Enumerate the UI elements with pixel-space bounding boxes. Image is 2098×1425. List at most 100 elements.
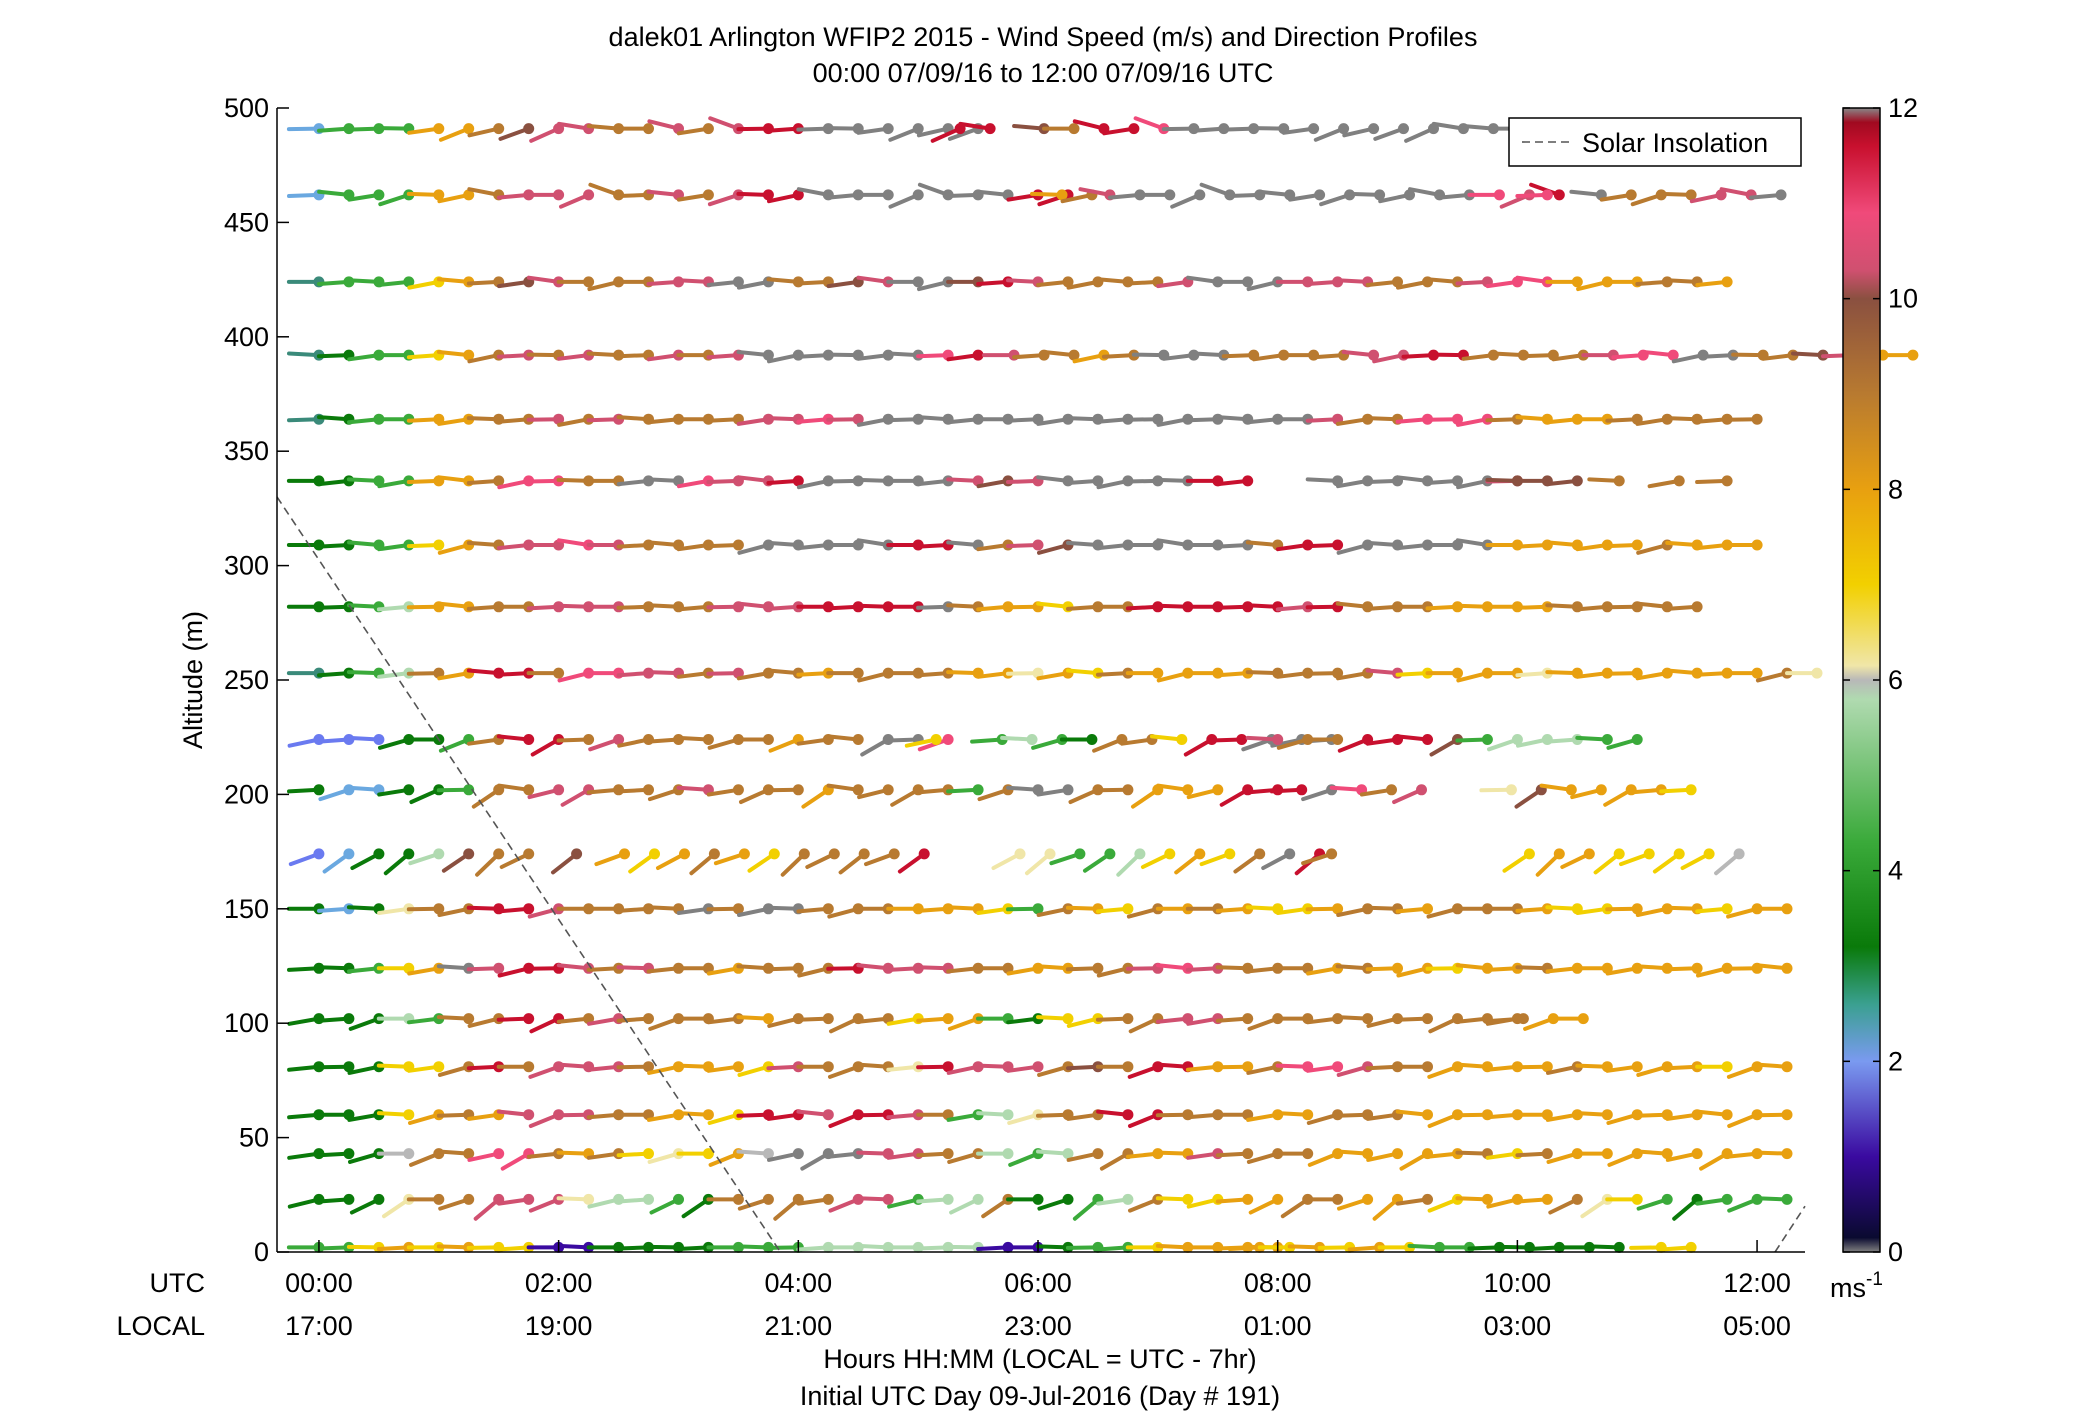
wind-barb-head — [1541, 1148, 1553, 1160]
wind-barb-head — [649, 848, 660, 860]
solar-insolation-segment — [1774, 1205, 1806, 1253]
wind-barb-head — [762, 1148, 774, 1160]
wind-barb-head — [1152, 413, 1164, 425]
wind-barb-head — [1362, 1148, 1374, 1160]
wind-barb-head — [313, 848, 325, 860]
wind-barb-head — [1505, 784, 1517, 796]
wind-barb-head — [1242, 276, 1254, 288]
wind-barb-head — [1164, 189, 1176, 201]
axes-frame — [277, 108, 1805, 1252]
wind-barb-head — [1601, 962, 1613, 974]
wind-barb-head — [762, 734, 774, 745]
wind-barb-head — [1362, 1193, 1374, 1205]
wind-barb-head — [792, 1148, 804, 1160]
y-tick-label: 300 — [224, 551, 269, 581]
wind-barb-head — [1685, 189, 1697, 201]
wind-barb-head — [1517, 1013, 1529, 1025]
wind-barb-head — [738, 848, 750, 860]
wind-barb-head — [1631, 667, 1643, 679]
wind-barb-head — [1631, 1061, 1643, 1073]
wind-barb-head — [373, 848, 385, 860]
wind-barb-head — [403, 1109, 415, 1121]
wind-barb-head — [1422, 1109, 1433, 1121]
wind-barb-head — [523, 848, 535, 860]
wind-barb-head — [1296, 784, 1308, 796]
wind-barb-head — [433, 848, 445, 860]
wind-barb-head — [1661, 1193, 1673, 1205]
wind-barb-head — [1062, 1193, 1074, 1205]
wind-barb-head — [1332, 667, 1344, 679]
wind-barb-head — [403, 784, 415, 796]
wind-barb-head — [1781, 962, 1793, 974]
wind-barb-head — [1122, 903, 1134, 915]
solar-insolation-segment — [276, 496, 782, 1253]
wind-barb-head — [1685, 1241, 1697, 1253]
wind-barb-head — [1302, 962, 1314, 974]
wind-barb-head — [702, 189, 714, 201]
y-tick-label: 0 — [254, 1237, 269, 1267]
wind-barb-head — [1392, 962, 1403, 974]
wind-barb-head — [792, 189, 804, 201]
wind-barb-head — [373, 1193, 385, 1205]
wind-barb-head — [433, 667, 445, 679]
wind-barb-head — [1673, 475, 1685, 487]
wind-barb-head — [732, 276, 744, 288]
wind-barb-head — [1781, 1061, 1793, 1073]
wind-barb-head — [1122, 784, 1134, 796]
x-tick-label-utc: 00:00 — [285, 1268, 353, 1298]
wind-barb-head — [1691, 1148, 1703, 1160]
wind-barb-head — [433, 123, 445, 135]
wind-barb-head — [463, 123, 475, 135]
wind-barb-head — [1571, 1193, 1583, 1205]
wind-barb-head — [1068, 349, 1080, 361]
x-tick-label-utc: 06:00 — [1004, 1268, 1072, 1298]
wind-barb-head — [403, 276, 415, 288]
wind-barb-head — [882, 784, 894, 796]
wind-barb-head — [673, 1193, 684, 1205]
x-axis-label: Hours HH:MM (LOCAL = UTC - 7hr) — [823, 1344, 1256, 1374]
wind-barbs — [286, 116, 1919, 1253]
wind-barb-head — [1751, 413, 1763, 425]
wind-barb-head — [1368, 123, 1380, 135]
wind-barb-head — [1176, 734, 1188, 745]
wind-barb-head — [679, 848, 690, 860]
wind-barb-head — [313, 784, 325, 796]
wind-barb-head — [343, 1109, 355, 1121]
wind-barb-head — [1134, 848, 1146, 860]
wind-barb-head — [732, 539, 744, 551]
wind-barb-head — [888, 848, 900, 860]
solar-insolation-line — [276, 496, 1806, 1253]
wind-barb-head — [1631, 1193, 1643, 1205]
wind-barb-head — [1272, 1193, 1284, 1205]
wind-barb-head — [523, 784, 535, 796]
wind-barb-head — [1122, 1193, 1134, 1205]
wind-barb-head — [433, 1061, 445, 1073]
wind-barb-head — [1781, 903, 1793, 915]
wind-barb-head — [553, 189, 565, 201]
wind-barb-head — [523, 1193, 535, 1205]
wind-barb-head — [1452, 413, 1463, 425]
wind-barb-head — [1392, 1148, 1403, 1160]
wind-barb-head — [1595, 784, 1607, 796]
y-tick-label: 250 — [224, 665, 269, 695]
colorbar-tick-label: 10 — [1888, 284, 1918, 314]
wind-barb-head — [403, 848, 415, 860]
wind-barb-head — [553, 413, 565, 425]
wind-barb-head — [1643, 848, 1655, 860]
x-tick-label-utc: 02:00 — [525, 1268, 593, 1298]
wind-barb-head — [583, 276, 595, 288]
wind-barb-head — [643, 1061, 654, 1073]
wind-barb-head — [732, 1061, 744, 1073]
wind-barb-head — [523, 1109, 535, 1121]
wind-barb-head — [1404, 189, 1415, 201]
wind-barb-head — [1062, 1013, 1074, 1025]
wind-barb-head — [343, 848, 355, 860]
wind-barb-head — [798, 848, 810, 860]
wind-barb-head — [702, 1109, 714, 1121]
wind-barb-head — [1026, 734, 1038, 745]
wind-barb-head — [1523, 848, 1535, 860]
x-tick-label-utc: 08:00 — [1244, 1268, 1312, 1298]
wind-barb-head — [1685, 784, 1697, 796]
wind-barb-head — [673, 475, 684, 487]
wind-barb-head — [583, 734, 595, 745]
